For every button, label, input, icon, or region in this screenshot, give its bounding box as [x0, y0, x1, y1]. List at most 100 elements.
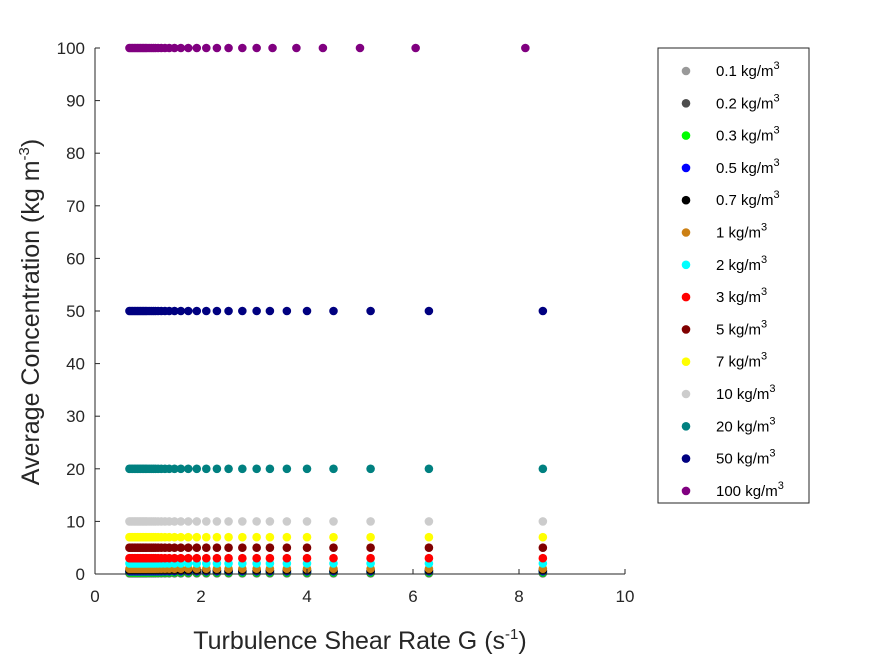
data-point — [282, 543, 292, 552]
data-point — [282, 532, 292, 542]
data-point — [176, 543, 186, 552]
data-point — [224, 532, 233, 542]
data-point — [212, 543, 222, 552]
data-point — [538, 532, 548, 542]
data-point — [265, 464, 275, 474]
data-point — [265, 532, 275, 542]
legend-item: 2 kg/m3 — [681, 254, 767, 274]
data-point — [521, 43, 530, 53]
data-point — [424, 553, 434, 563]
data-point — [176, 532, 186, 542]
data-point — [212, 553, 222, 563]
legend-label: 0.5 kg/m3 — [716, 157, 780, 177]
legend-marker — [681, 389, 691, 399]
data-point — [424, 517, 434, 526]
data-point — [176, 43, 186, 53]
data-point — [282, 306, 292, 316]
legend-label: 0.2 kg/m3 — [716, 92, 780, 112]
series-13 — [125, 43, 530, 53]
y-tick-label: 0 — [76, 565, 85, 584]
legend-label: 0.3 kg/m3 — [716, 125, 780, 145]
data-point — [224, 306, 233, 316]
data-point — [252, 532, 261, 542]
legend-label: 7 kg/m3 — [716, 351, 767, 371]
data-point — [183, 464, 193, 474]
data-point — [238, 43, 247, 53]
data-point — [224, 543, 233, 552]
data-point — [302, 532, 312, 542]
data-point — [183, 517, 193, 526]
legend-label: 10 kg/m3 — [716, 383, 775, 403]
x-tick-label: 2 — [196, 587, 205, 606]
y-tick-label: 100 — [57, 39, 85, 58]
data-point — [238, 553, 247, 563]
legend-marker — [681, 195, 691, 205]
legend-marker — [681, 131, 691, 140]
y-tick-label: 70 — [66, 197, 85, 216]
legend-label: 5 kg/m3 — [716, 318, 767, 338]
data-point — [192, 553, 202, 563]
data-point — [170, 43, 179, 53]
data-point — [212, 464, 222, 474]
data-point — [192, 464, 202, 474]
legend-label: 0.1 kg/m3 — [716, 60, 780, 80]
data-point — [170, 553, 179, 563]
data-point — [265, 553, 275, 563]
data-point — [329, 306, 338, 316]
legend-label: 2 kg/m3 — [716, 254, 767, 274]
x-tick-label: 8 — [514, 587, 523, 606]
y-tick-label: 90 — [66, 92, 85, 111]
data-point — [292, 43, 301, 53]
data-point — [329, 532, 338, 542]
data-point — [538, 553, 548, 563]
y-tick-label: 10 — [66, 512, 85, 531]
legend-item: 7 kg/m3 — [681, 351, 767, 371]
y-tick-label: 20 — [66, 460, 85, 479]
data-point — [170, 532, 179, 542]
series-10 — [125, 517, 548, 526]
data-point — [212, 517, 222, 526]
data-point — [538, 464, 548, 474]
data-point — [202, 517, 211, 526]
data-point — [366, 306, 375, 316]
data-point — [183, 532, 193, 542]
data-point — [192, 306, 202, 316]
legend-item: 50 kg/m3 — [681, 448, 775, 468]
legend-marker — [681, 325, 691, 334]
data-point — [302, 543, 312, 552]
legend: 0.1 kg/m3 0.2 kg/m3 0.3 kg/m3 0.5 kg/m3 0.7 … — [657, 47, 810, 504]
data-point — [302, 517, 312, 526]
data-point — [170, 464, 179, 474]
data-point — [252, 43, 261, 53]
data-point — [252, 464, 261, 474]
legend-marker — [681, 228, 691, 237]
series-9 — [125, 532, 548, 542]
data-point — [366, 517, 375, 526]
x-axis-title: Turbulence Shear Rate G (s-1) — [193, 626, 526, 655]
data-point — [302, 464, 312, 474]
data-point — [224, 553, 233, 563]
data-point — [176, 553, 186, 563]
data-point — [238, 306, 247, 316]
legend-item: 5 kg/m3 — [681, 318, 767, 338]
data-point — [268, 43, 277, 53]
legend-marker — [681, 454, 691, 463]
data-point — [282, 553, 292, 563]
data-point — [202, 306, 211, 316]
data-point — [538, 306, 548, 316]
legend-item: 20 kg/m3 — [681, 415, 775, 435]
data-point — [265, 306, 275, 316]
x-tick-label: 4 — [302, 587, 311, 606]
x-tick-label: 0 — [90, 587, 99, 606]
legend-item: 1 kg/m3 — [681, 222, 767, 242]
data-point — [329, 464, 338, 474]
data-point — [265, 543, 275, 552]
data-point — [238, 517, 247, 526]
legend-marker — [681, 66, 691, 76]
data-point — [183, 43, 193, 53]
data-point — [212, 532, 222, 542]
data-point — [282, 464, 292, 474]
data-points — [125, 43, 548, 578]
